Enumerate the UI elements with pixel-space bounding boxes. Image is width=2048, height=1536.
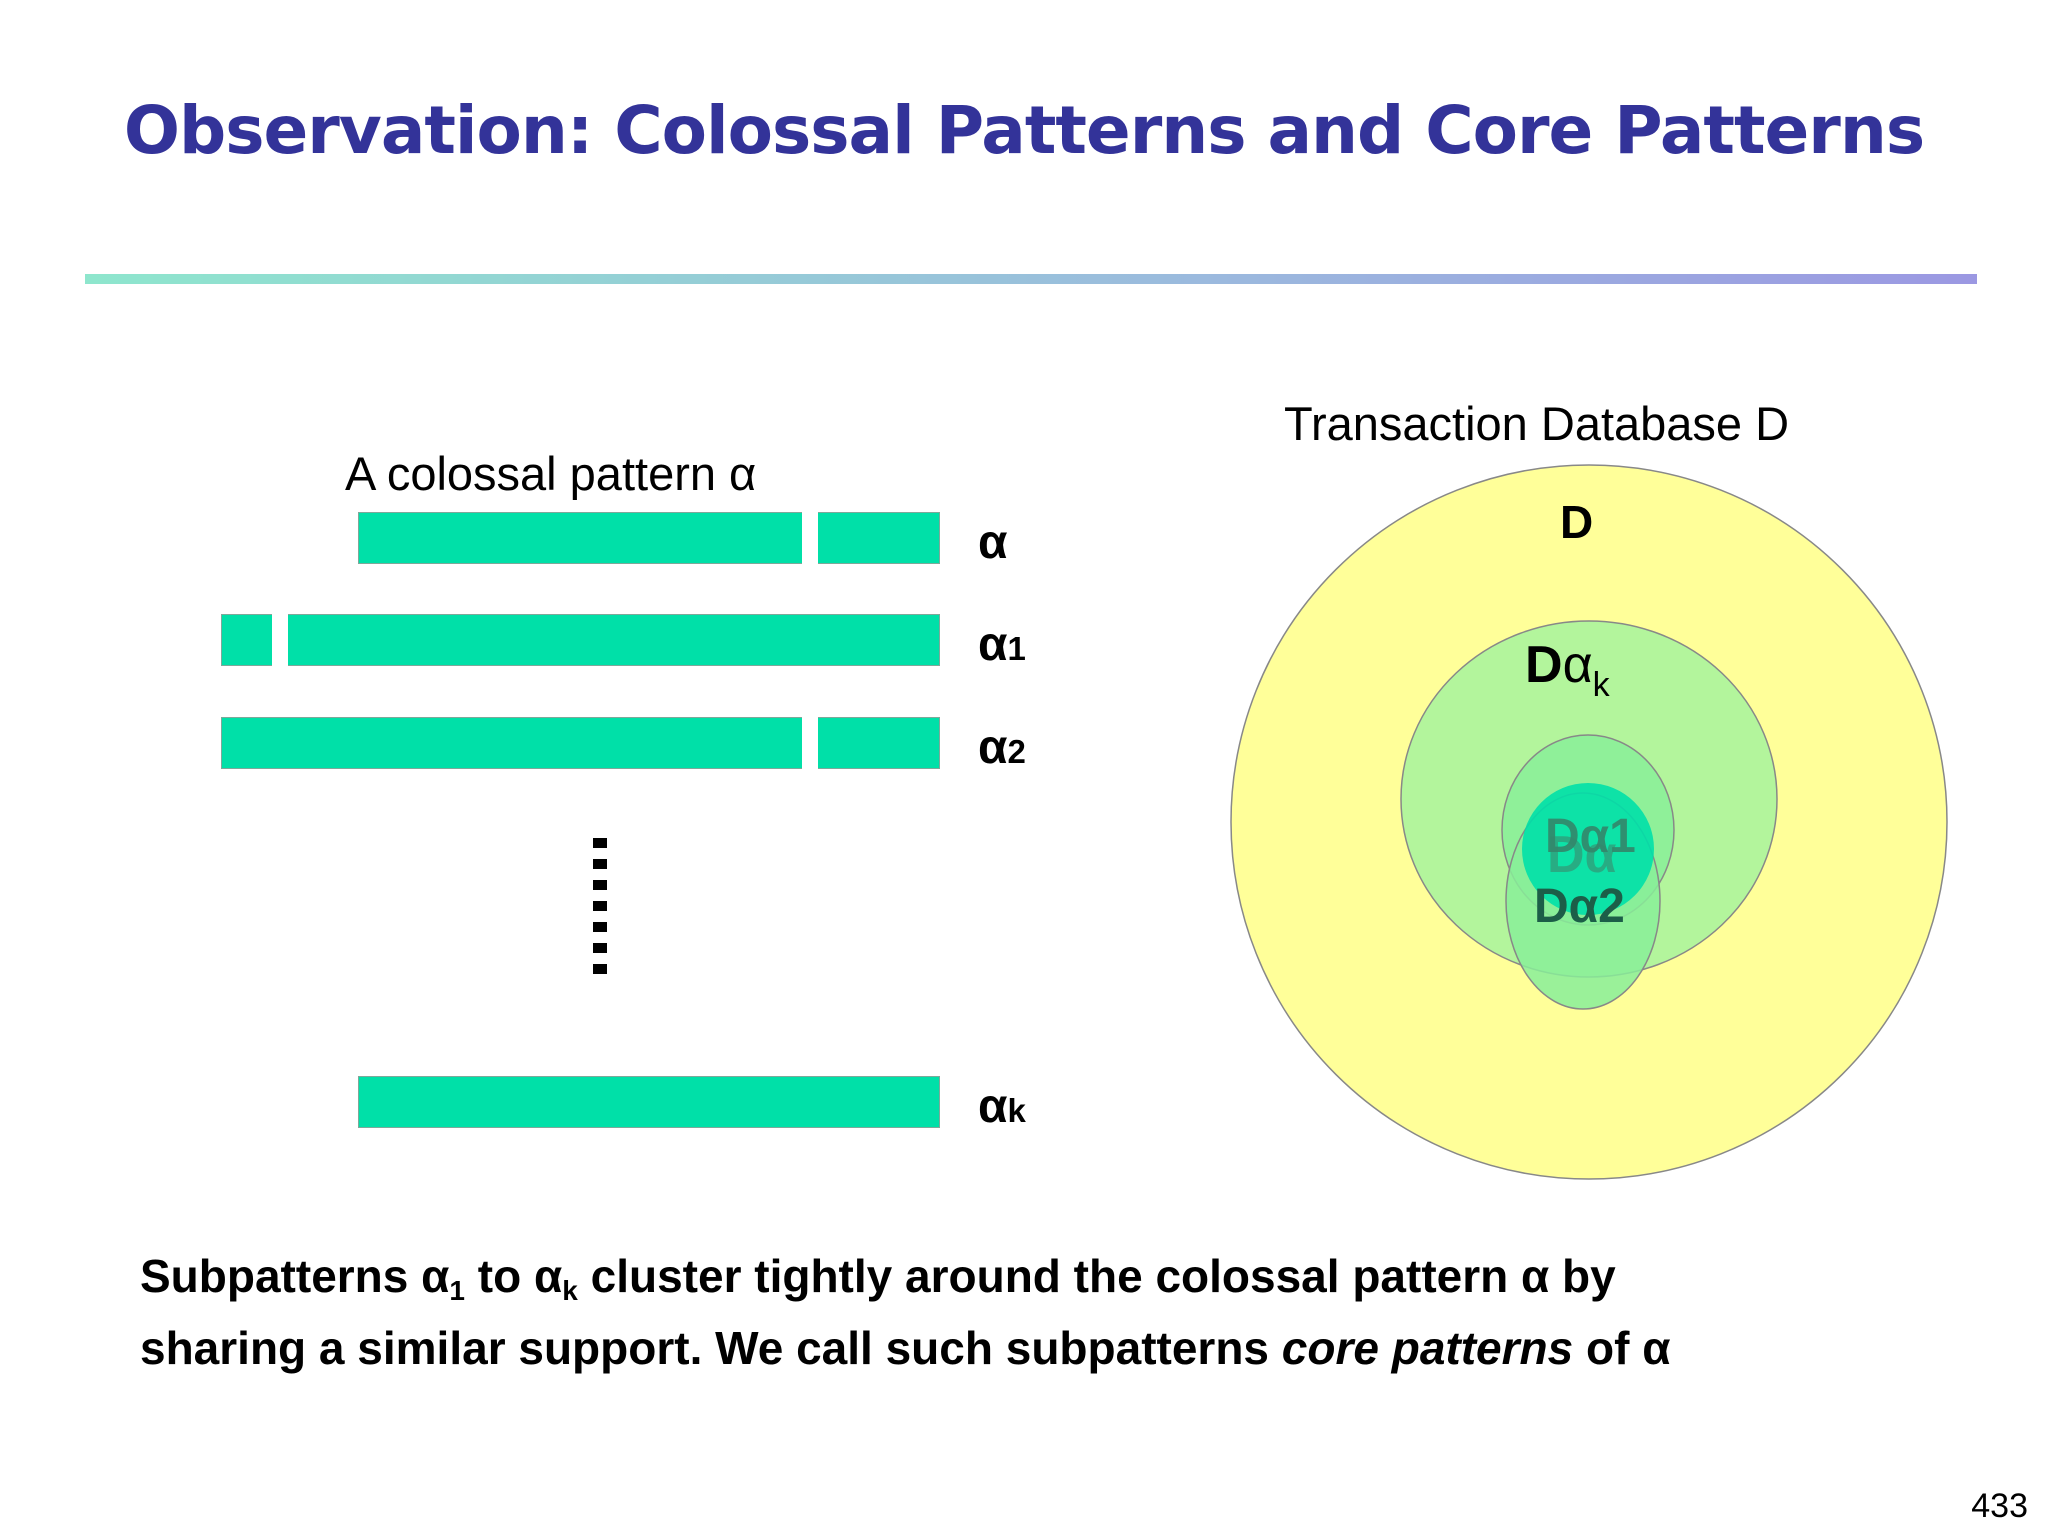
title-divider xyxy=(85,274,1977,284)
transaction-database-heading: Transaction Database D xyxy=(1284,397,1790,450)
bar-alpha-label: α xyxy=(978,516,1008,569)
bar-alpha-2-label: α2 xyxy=(978,721,1026,774)
vertical-ellipsis xyxy=(593,838,607,985)
footer-caption: Subpatterns α1 to αk cluster tightly aro… xyxy=(140,1240,1670,1384)
colossal-pattern-heading: A colossal pattern α xyxy=(345,447,757,500)
bar-alpha-1-label: α1 xyxy=(978,618,1026,671)
page-number: 433 xyxy=(1971,1487,2028,1525)
outer-d-label: D xyxy=(1560,496,1593,548)
d-alpha-1-label: Dα1 xyxy=(1545,810,1636,863)
footer-line-2: sharing a similar support. We call such … xyxy=(140,1322,1671,1374)
d-alpha-core-circle xyxy=(1522,783,1654,915)
slide-title: Observation: Colossal Patterns and Core … xyxy=(123,92,1925,169)
bar-alpha-k-label: αk xyxy=(978,1080,1026,1133)
footer-line-1: Subpatterns α1 to αk cluster tightly aro… xyxy=(140,1250,1616,1306)
d-alpha-label: Dα xyxy=(1547,826,1617,884)
d-alpha-k-label: Dαk xyxy=(1525,636,1611,704)
d-alpha-2-label: Dα2 xyxy=(1534,880,1625,933)
